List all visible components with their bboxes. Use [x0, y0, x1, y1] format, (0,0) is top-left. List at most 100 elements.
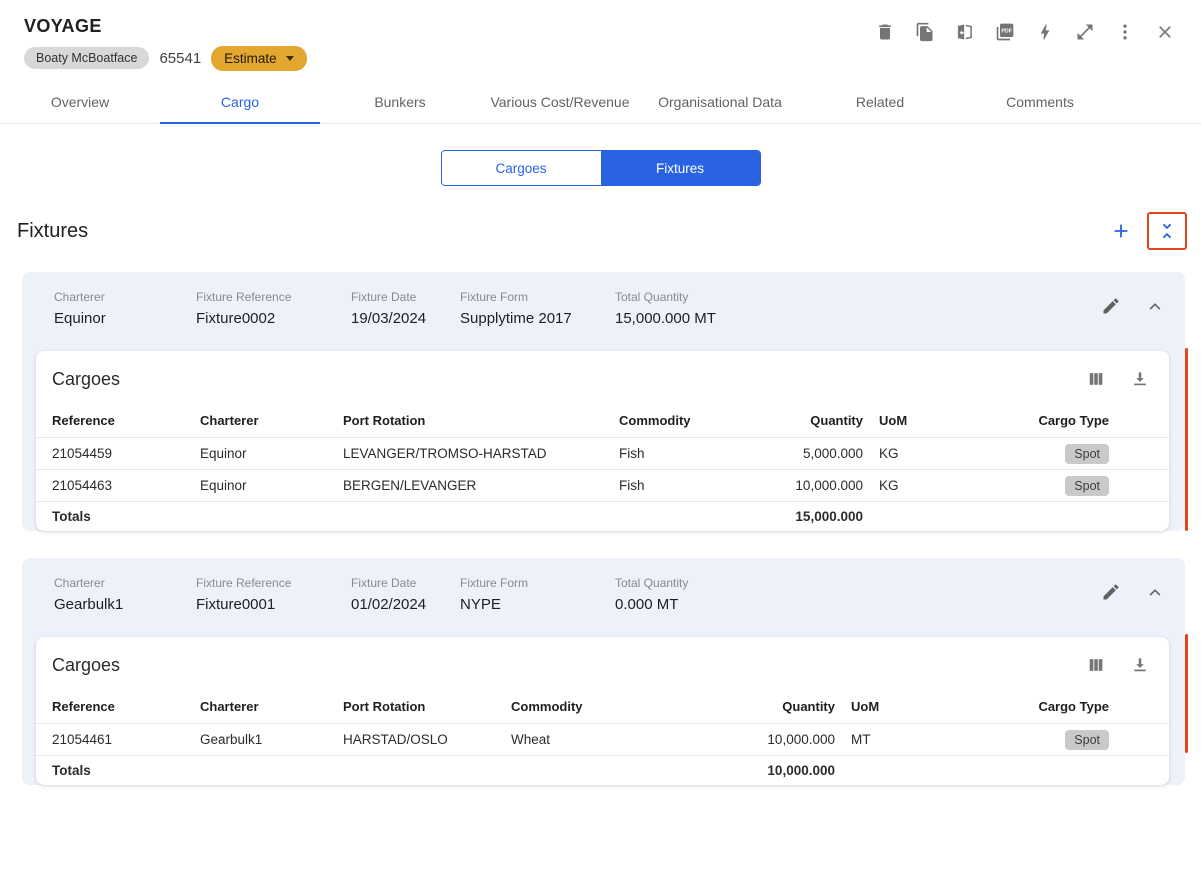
- field-value: Equinor: [54, 310, 106, 327]
- add-fixture-button[interactable]: [1103, 213, 1139, 249]
- cell-commodity: Wheat: [511, 732, 551, 747]
- tab-comments[interactable]: Comments: [960, 82, 1120, 123]
- tab-bunkers[interactable]: Bunkers: [320, 82, 480, 123]
- cargoes-title: Cargoes: [52, 654, 121, 675]
- col-reference: Reference: [52, 698, 115, 714]
- field-value: 15,000.000 MT: [615, 310, 716, 327]
- edit-fixture-button[interactable]: [1099, 294, 1123, 318]
- table-header-row: Reference Charterer Port Rotation Commod…: [36, 689, 1169, 723]
- totals-row: Totals 10,000.000: [36, 755, 1169, 785]
- col-cargo-type: Cargo Type: [1038, 698, 1109, 714]
- tab-overview[interactable]: Overview: [0, 82, 160, 123]
- cargoes-card-header: Cargoes: [36, 637, 1169, 689]
- tab-various-cost-revenue[interactable]: Various Cost/Revenue: [480, 82, 640, 123]
- bolt-icon[interactable]: [1035, 22, 1055, 42]
- voyage-subheader: Boaty McBoatface 65541 Estimate: [24, 45, 1177, 71]
- col-charterer: Charterer: [200, 698, 259, 714]
- field-value: 0.000 MT: [615, 596, 679, 613]
- fixture-total-quantity-field: Total Quantity 0.000 MT: [615, 576, 688, 613]
- voyage-number: 65541: [159, 49, 202, 67]
- col-cargo-type: Cargo Type: [1038, 412, 1109, 428]
- cargoes-title: Cargoes: [52, 368, 121, 389]
- estimate-dropdown-button[interactable]: Estimate: [211, 45, 307, 71]
- pencil-icon: [1103, 298, 1119, 314]
- fixture-actions: [1099, 294, 1167, 318]
- collapse-fixture-button[interactable]: [1143, 580, 1167, 604]
- fixture-header: Charterer Gearbulk1 Fixture Reference Fi…: [22, 558, 1185, 627]
- section-title: Fixtures: [17, 219, 89, 242]
- field-label: Fixture Form: [460, 290, 529, 304]
- field-label: Fixture Form: [460, 576, 529, 590]
- field-label: Fixture Date: [351, 576, 417, 590]
- fixtures-section-header: Fixtures: [17, 212, 1187, 250]
- field-label: Fixture Reference: [196, 576, 292, 590]
- cargoes-card: Cargoes Reference Charterer Port Rotatio…: [36, 637, 1169, 785]
- column-settings-button[interactable]: [1085, 654, 1107, 676]
- compare-icon[interactable]: [955, 22, 975, 42]
- tab-label: Comments: [1006, 94, 1074, 110]
- download-button[interactable]: [1129, 654, 1151, 676]
- fixture-total-quantity-field: Total Quantity 15,000.000 MT: [615, 290, 716, 327]
- delete-icon[interactable]: [875, 22, 895, 42]
- field-value: 01/02/2024: [351, 596, 427, 613]
- tab-cargo[interactable]: Cargo: [160, 82, 320, 124]
- more-icon[interactable]: [1115, 22, 1135, 42]
- field-value: Fixture0002: [196, 310, 276, 327]
- download-button[interactable]: [1129, 368, 1151, 390]
- estimate-label: Estimate: [224, 50, 277, 66]
- cell-port-rotation: HARSTAD/OSLO: [343, 732, 448, 747]
- cargo-type-badge: Spot: [1065, 475, 1109, 496]
- toggle-cargoes-button[interactable]: Cargoes: [441, 151, 601, 185]
- cargoes-card: Cargoes Reference Charterer Port Rotatio…: [36, 351, 1169, 531]
- fixture-header: Charterer Equinor Fixture Reference Fixt…: [22, 272, 1185, 341]
- cargoes-card-actions: [1085, 654, 1151, 676]
- cargo-type-badge: Spot: [1065, 443, 1109, 464]
- cell-reference: 21054461: [52, 732, 113, 747]
- copy-icon[interactable]: [915, 22, 935, 42]
- window-toolbar: PDF: [875, 22, 1175, 42]
- field-value: NYPE: [460, 596, 501, 613]
- totals-label: Totals: [52, 509, 91, 524]
- table-row: 21054459 Equinor LEVANGER/TROMSO-HARSTAD…: [36, 437, 1169, 469]
- cell-reference: 21054459: [52, 446, 113, 461]
- col-reference: Reference: [52, 412, 115, 428]
- cell-charterer: Equinor: [200, 446, 247, 461]
- cargoes-card-actions: [1085, 368, 1151, 390]
- field-value: Fixture0001: [196, 596, 276, 613]
- fixture-date-field: Fixture Date 01/02/2024: [351, 576, 460, 613]
- vessel-chip: Boaty McBoatface: [24, 47, 150, 69]
- totals-label: Totals: [52, 763, 91, 778]
- unfold-less-icon: [1162, 223, 1172, 239]
- field-value: Supplytime 2017: [460, 310, 572, 327]
- col-charterer: Charterer: [200, 412, 259, 428]
- close-icon[interactable]: [1155, 22, 1175, 42]
- tab-organisational-data[interactable]: Organisational Data: [640, 82, 800, 123]
- fixture-charterer-field: Charterer Gearbulk1: [54, 576, 196, 613]
- tab-label: Bunkers: [374, 94, 426, 110]
- expand-icon[interactable]: [1075, 22, 1095, 42]
- fixture-card: Charterer Equinor Fixture Reference Fixt…: [22, 272, 1188, 531]
- cell-quantity: 10,000.000: [767, 732, 835, 747]
- fixture-reference-field: Fixture Reference Fixture0002: [196, 290, 351, 327]
- cell-charterer: Gearbulk1: [200, 732, 263, 747]
- edit-fixture-button[interactable]: [1099, 580, 1123, 604]
- validation-error-bar: [1185, 348, 1188, 531]
- toggle-fixtures-button[interactable]: Fixtures: [600, 151, 760, 185]
- cell-cargo-type: Spot: [959, 475, 1153, 496]
- column-settings-button[interactable]: [1085, 368, 1107, 390]
- download-icon: [1134, 372, 1146, 386]
- page-title: VOYAGE: [24, 16, 102, 36]
- pdf-icon[interactable]: PDF: [995, 22, 1015, 42]
- cell-reference: 21054463: [52, 478, 113, 493]
- collapse-fixture-button[interactable]: [1143, 294, 1167, 318]
- field-value: Gearbulk1: [54, 596, 124, 613]
- collapse-all-button[interactable]: [1147, 212, 1187, 250]
- tab-label: Various Cost/Revenue: [490, 94, 630, 110]
- cell-commodity: Fish: [619, 478, 645, 493]
- cell-cargo-type: Spot: [916, 729, 1153, 750]
- tab-bar: Overview Cargo Bunkers Various Cost/Reve…: [0, 82, 1201, 124]
- add-icon: [1114, 224, 1128, 238]
- table-row: 21054461 Gearbulk1 HARSTAD/OSLO Wheat 10…: [36, 723, 1169, 755]
- field-label: Total Quantity: [615, 576, 689, 590]
- tab-related[interactable]: Related: [800, 82, 960, 123]
